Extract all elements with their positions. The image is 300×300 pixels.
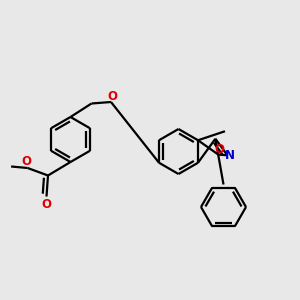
- Text: O: O: [41, 197, 52, 211]
- Text: O: O: [22, 155, 32, 168]
- Text: N: N: [225, 149, 235, 162]
- Text: O: O: [107, 90, 117, 103]
- Text: O: O: [214, 143, 224, 156]
